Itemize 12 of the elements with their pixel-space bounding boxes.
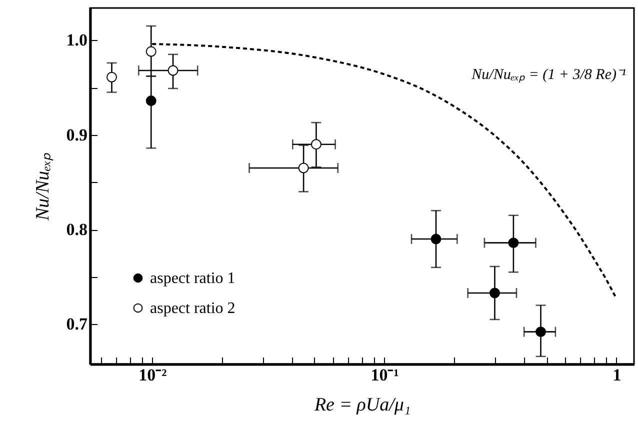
- x-axis-title: Re = ρUa/μ₁: [313, 394, 411, 416]
- x-tick-label: 10⁻¹: [370, 366, 399, 384]
- y-axis-title: Nu/Nuₑₓₚ: [32, 152, 54, 222]
- y-tick-label: 1.0: [66, 30, 88, 50]
- legend-label: aspect ratio 2: [150, 300, 236, 317]
- x-tick-label: 10⁻²: [138, 366, 167, 384]
- legend-label: aspect ratio 1: [150, 270, 236, 287]
- x-tick-label: 1: [612, 366, 622, 384]
- y-tick-label: 0.8: [66, 220, 88, 240]
- y-tick-label: 0.7: [66, 314, 88, 334]
- annotation: Nu/Nuₑₓₚ = (1 + 3/8 Re)⁻¹: [470, 67, 626, 83]
- y-tick-label: 0.9: [66, 125, 88, 144]
